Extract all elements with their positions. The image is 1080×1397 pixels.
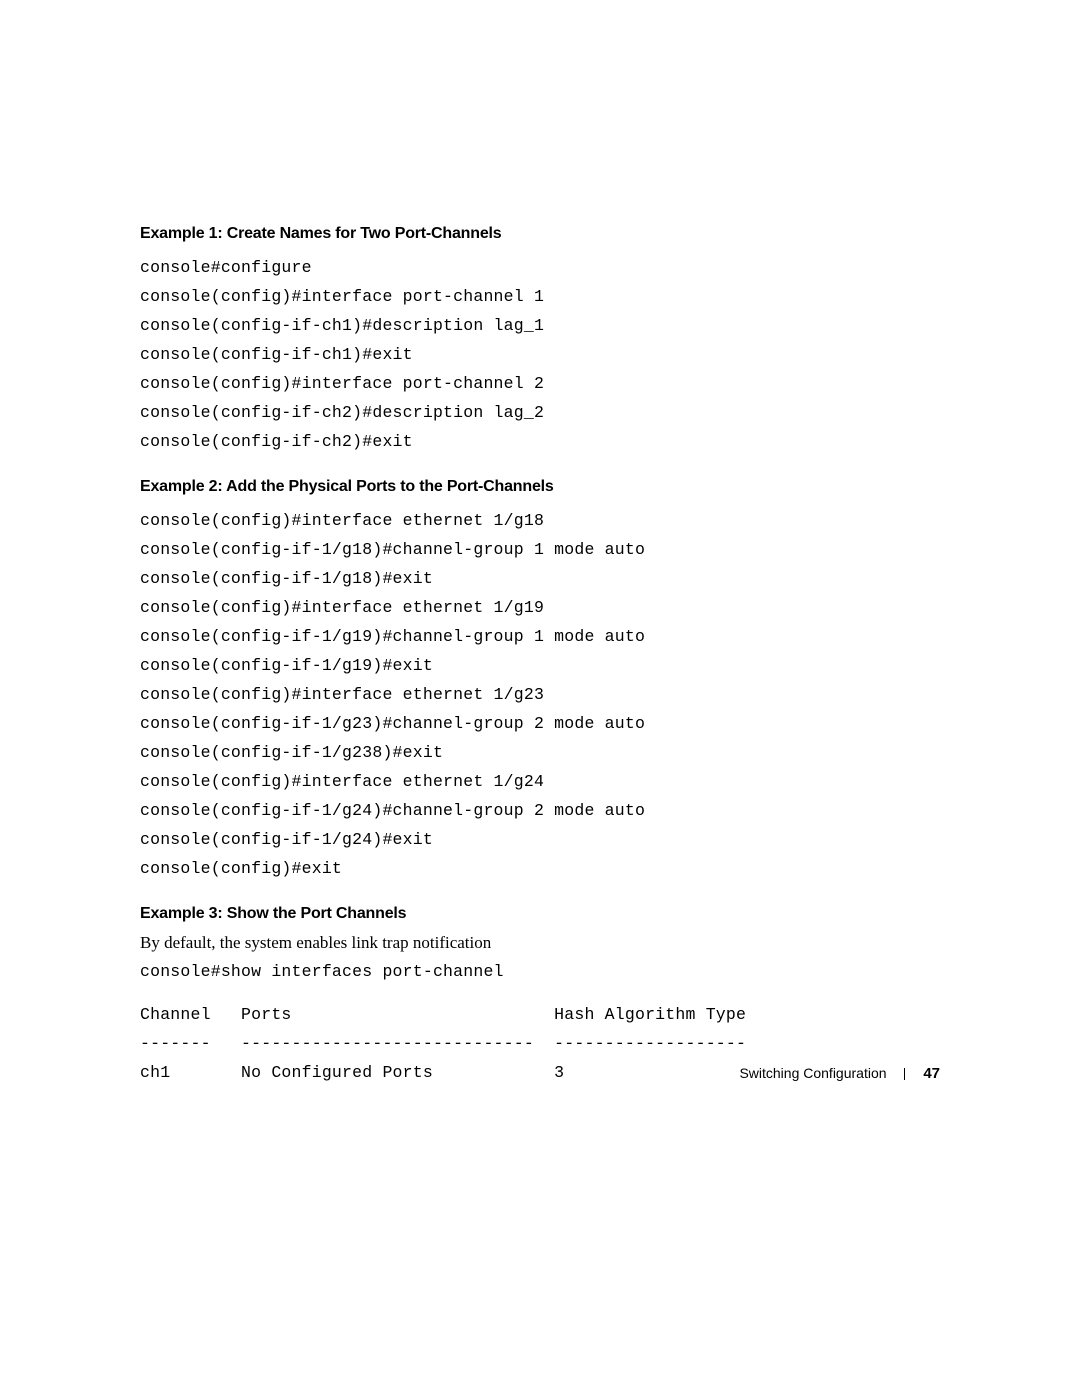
example2-code: console(config)#interface ethernet 1/g18… (140, 506, 940, 883)
example3-heading: Example 3: Show the Port Channels (140, 905, 940, 923)
footer-section: Switching Configuration (739, 1065, 886, 1081)
footer-page-number: 47 (923, 1065, 940, 1082)
example3-prose: By default, the system enables link trap… (140, 933, 940, 953)
example1-heading: Example 1: Create Names for Two Port-Cha… (140, 225, 940, 243)
page: Example 1: Create Names for Two Port-Cha… (0, 0, 1080, 1397)
page-footer: Switching Configuration 47 (739, 1065, 940, 1082)
footer-divider (904, 1068, 905, 1080)
example2-heading: Example 2: Add the Physical Ports to the… (140, 478, 940, 496)
example3-cmd: console#show interfaces port-channel (140, 957, 940, 986)
example1-code: console#configure console(config)#interf… (140, 253, 940, 456)
